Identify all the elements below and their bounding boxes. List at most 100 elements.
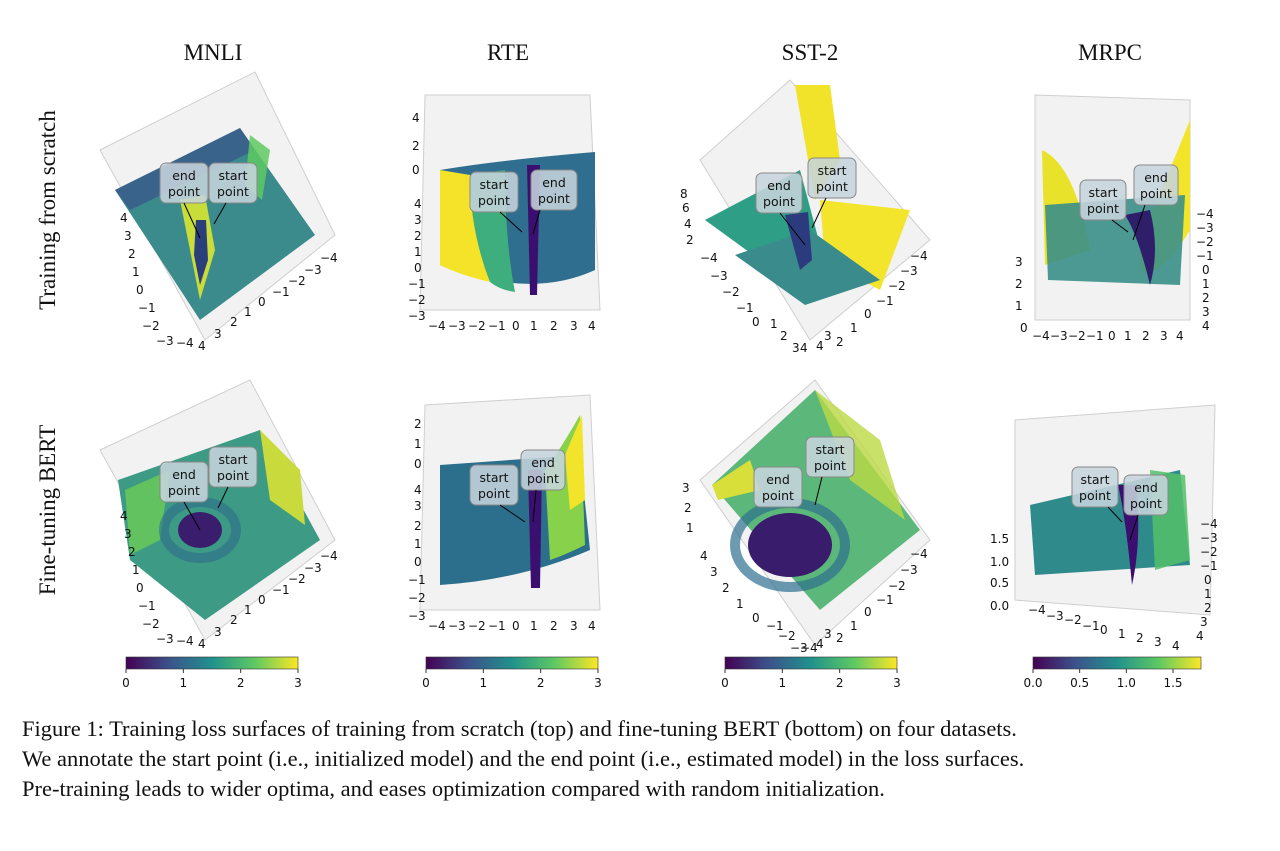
- annotation-end-point: end point: [530, 169, 578, 235]
- y-tick: −1: [408, 573, 426, 587]
- annotation-start-point: start point: [469, 464, 526, 523]
- x-tick: 0: [512, 619, 520, 633]
- y-tick: −1: [272, 583, 290, 597]
- y-tick: 4: [198, 637, 206, 651]
- colorbar-tick-label: 1: [480, 676, 488, 690]
- x-tick: −1: [1082, 619, 1100, 633]
- y-tick: 2: [836, 335, 844, 349]
- x-axis-ticks: −4 −3 −2 −1 0 1 2 3 4: [428, 319, 596, 333]
- column-title-mnli: MNLI: [184, 40, 243, 65]
- svg-text:point: point: [1087, 201, 1119, 216]
- x-tick: 2: [1136, 631, 1144, 645]
- y-tick: 4: [816, 339, 824, 353]
- z-tick: 1.5: [990, 532, 1009, 546]
- svg-text:point: point: [527, 471, 559, 486]
- loss-surface-figure: MNLI RTE SST-2 MRPC Training from scratc…: [35, 40, 1218, 690]
- svg-text:point: point: [217, 468, 249, 483]
- x-axis-ticks: 4 3 2 1 0 −1 −2 −3 −4: [120, 509, 194, 648]
- x-tick: 0: [512, 319, 520, 333]
- y-tick: −1: [876, 593, 894, 607]
- x-tick: −1: [736, 301, 754, 315]
- annotation-end-point: end point: [520, 449, 566, 523]
- end-label-2: point: [168, 184, 200, 199]
- z-tick: 0: [1020, 321, 1028, 335]
- svg-text:start: start: [218, 452, 247, 467]
- annotation-start-point: start point: [1079, 179, 1129, 233]
- column-title-rte: RTE: [487, 40, 529, 65]
- surface-bright: [440, 170, 490, 282]
- annotation-start-point: start point: [1071, 466, 1123, 523]
- colorbar-ticks: 0.0 0.5 1.0 1.5: [1023, 669, 1183, 690]
- panel-rte-scratch: 4 2 0 4 3 2 1 0 −1 −2 −3 −4 −3 −2 −1 0 1…: [408, 94, 601, 333]
- z-tick: 0: [414, 457, 422, 471]
- y-tick: −4: [910, 249, 928, 263]
- x-tick: 4: [120, 509, 128, 523]
- z-tick: 2: [686, 233, 694, 247]
- y-tick: 1: [1202, 277, 1210, 291]
- annotation-end-point: end point: [753, 466, 803, 508]
- colorbar-tick-label: 0: [122, 676, 130, 690]
- surface-base: [735, 230, 880, 305]
- x-tick: 1: [530, 319, 538, 333]
- x-tick: 2: [128, 247, 136, 261]
- x-tick: 1: [132, 265, 140, 279]
- svg-text:end: end: [531, 455, 555, 470]
- y-tick: 2: [1204, 601, 1212, 615]
- annotation-start-point: start point: [208, 446, 258, 509]
- x-tick: 4: [1172, 639, 1180, 653]
- valley: [528, 470, 542, 588]
- y-tick: 0: [1204, 573, 1212, 587]
- y-tick: 4: [414, 197, 422, 211]
- colorbar-mrpc: 0.0 0.5 1.0 1.5: [1023, 656, 1202, 690]
- y-tick: −1: [1196, 249, 1214, 263]
- y-axis-ticks: −4 −3 −2 −1 0 1 2 3 4: [1196, 207, 1214, 333]
- svg-text:point: point: [1140, 186, 1172, 201]
- annotation-end-point: end point: [1132, 164, 1179, 241]
- colorbar-tick-label: 1.0: [1117, 676, 1136, 690]
- z-tick: 3: [682, 481, 690, 495]
- x-tick: 4: [1176, 329, 1184, 343]
- y-tick: −3: [1200, 531, 1218, 545]
- colorbar-gradient: [724, 656, 898, 670]
- x-tick: 1: [132, 563, 140, 577]
- z-tick: 2: [414, 417, 422, 431]
- y-tick: −2: [288, 274, 306, 288]
- x-tick: 3: [570, 319, 578, 333]
- x-tick: 2: [550, 619, 558, 633]
- caption-line: Figure 1: Training loss surfaces of trai…: [22, 716, 1017, 741]
- z-tick: 2: [1015, 277, 1023, 291]
- colorbar-tick-label: 1.5: [1163, 676, 1182, 690]
- colorbar-ticks: 0 1 2 3: [422, 669, 602, 690]
- valley: [1125, 210, 1155, 285]
- x-tick: −2: [1068, 329, 1086, 343]
- x-tick: −2: [778, 629, 796, 643]
- x-tick: −3: [448, 619, 466, 633]
- x-axis-ticks: −4 −3 −2 −1 0 1 2 3 4: [1028, 603, 1180, 653]
- svg-text:point: point: [538, 191, 570, 206]
- y-tick: −4: [910, 547, 928, 561]
- colorbar-tick-label: 2: [836, 676, 844, 690]
- y-tick: 0: [258, 295, 266, 309]
- annotation-start-point: start point: [469, 171, 523, 233]
- svg-text:point: point: [1130, 496, 1162, 511]
- y-tick: 2: [414, 519, 422, 533]
- x-tick: −4: [1028, 603, 1046, 617]
- colorbar-tick-label: 2: [237, 676, 245, 690]
- x-tick: 1: [736, 597, 744, 611]
- x-axis-ticks: −4 −3 −2 −1 0 1 2 3 4: [1032, 329, 1184, 343]
- y-tick: −2: [288, 572, 306, 586]
- svg-text:start: start: [817, 163, 846, 178]
- annotation-start-point: start point: [208, 162, 258, 225]
- x-tick: 0: [136, 283, 144, 297]
- y-axis-ticks: −4 −3 −2 −1 0 1 2 3 4: [816, 547, 928, 651]
- svg-text:start: start: [479, 470, 508, 485]
- annotation-end-point: end point: [1123, 474, 1169, 541]
- y-tick: 1: [414, 537, 422, 551]
- x-tick: 2: [1142, 329, 1150, 343]
- svg-text:point: point: [814, 458, 846, 473]
- y-tick: −3: [408, 609, 426, 623]
- x-tick: 3: [710, 565, 718, 579]
- y-tick: −2: [1200, 545, 1218, 559]
- y-tick: 4: [816, 637, 824, 651]
- z-axis-ticks: 3 2 1 0: [1015, 255, 1028, 335]
